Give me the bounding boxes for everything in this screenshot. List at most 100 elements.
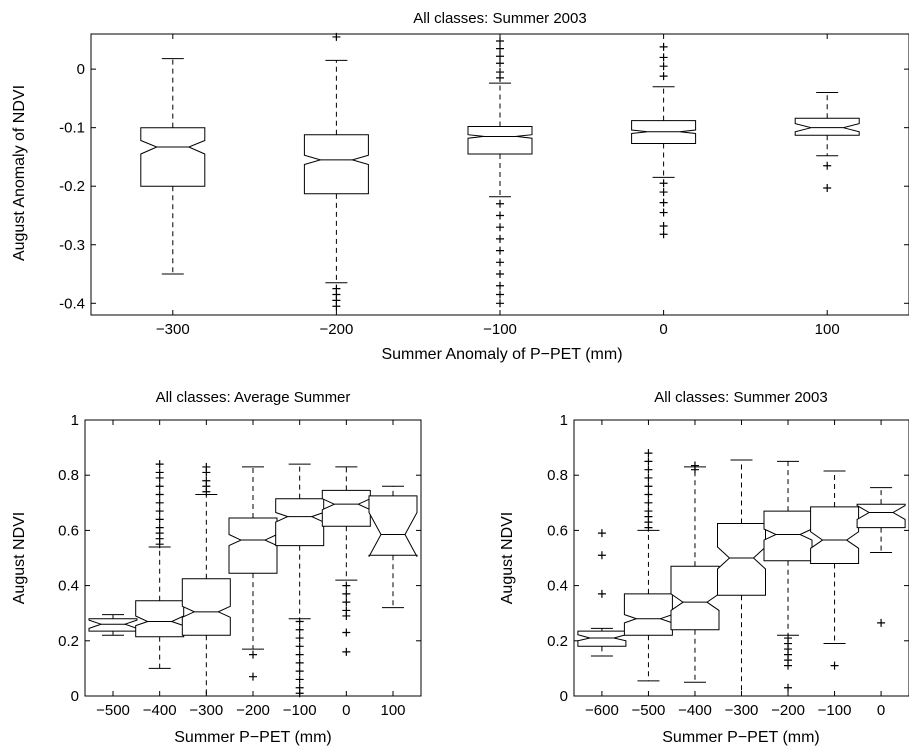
x-tick-label: 0 [659,321,667,338]
x-tick-label: −200 [236,702,270,719]
outlier-marker [823,161,832,170]
notched-box [181,578,231,636]
outlier-marker [496,223,504,232]
outlier-marker [155,507,164,516]
outlier-marker [644,482,653,491]
outlier-marker [155,498,164,507]
outlier-marker [644,457,653,466]
box--600 [577,529,627,657]
outlier-marker [644,473,653,482]
notched-box [763,510,813,562]
outlier-marker [659,188,668,197]
notched-box [228,517,278,574]
notched-box [717,523,766,596]
outlier-marker [597,551,606,560]
outlier-marker [496,211,504,220]
outlier-marker [342,598,351,607]
outlier-marker [295,617,304,626]
outlier-marker [496,52,504,61]
outlier-marker [295,634,304,643]
box-0 [856,487,906,627]
outlier-marker [690,461,699,470]
box-100 [794,92,860,192]
outlier-marker [597,529,606,538]
outlier-marker [644,449,653,458]
outlier-marker [295,650,304,659]
plot-area: −500 −400 −300 −200 −100 0 100 0 0.2 0.4 0.6 0.8 1 [58,412,422,719]
outlier-marker [155,523,164,532]
x-tick-label: −100 [483,321,517,338]
notched-box [303,134,369,195]
outlier-marker [295,689,304,698]
outlier-marker [342,647,351,656]
x-tick-label: −500 [632,702,666,719]
notched-box [140,127,206,187]
outlier-marker [155,460,164,469]
outlier-marker [784,661,793,670]
outlier-marker [496,270,504,279]
outlier-marker [496,258,504,267]
outlier-marker [295,667,304,676]
y-tick-label: 1 [560,412,568,429]
outlier-marker [342,611,351,620]
x-tick-label: −500 [96,702,130,719]
y-tick-label: 0.6 [58,522,79,539]
y-tick-label: -0.2 [59,178,85,195]
x-tick-label: −300 [156,321,190,338]
outlier-marker [342,589,351,598]
outlier-marker [295,658,304,667]
plot-area: −300 −200 −100 0 100 -0.4 -0.3 -0.2 -0.1 0 [59,32,909,338]
box--500 [88,614,138,636]
x-tick-label: −200 [320,321,354,338]
outlier-marker [332,32,341,41]
outlier-marker [644,465,653,474]
box--100 [810,470,860,670]
outlier-marker [295,675,304,684]
notched-box [368,495,418,557]
y-tick-label: 0 [560,688,568,705]
box--100 [275,463,325,698]
y-tick-label: 0.2 [547,633,568,650]
outlier-marker [155,468,164,477]
box--200 [228,466,278,681]
panel-title: All classes: Average Summer [156,389,351,406]
outlier-marker [823,183,832,192]
outlier-marker [249,650,257,659]
box-100 [368,485,418,609]
notched-box [623,593,673,636]
outlier-marker [496,281,504,290]
y-tick-label: -0.4 [59,295,85,312]
x-tick-label: 100 [380,702,405,719]
y-tick-label: -0.3 [59,237,85,254]
outlier-marker [496,299,504,308]
notched-box [135,600,185,638]
y-tick-label: 0.2 [58,633,79,650]
notched-box [794,117,860,136]
panel-title: All classes: Summer 2003 [654,389,827,406]
bottom-left-boxplot-panel: All classes: Average Summer Summer P−PET… [11,389,422,746]
outlier-marker [659,198,668,207]
box--300 [181,462,231,697]
notched-box [467,126,533,155]
y-axis-label: August NDVI [11,512,28,604]
outlier-marker [659,42,668,51]
y-axis-label: August NDVI [499,512,516,604]
x-tick-label: 0 [877,702,885,719]
outlier-marker [496,73,504,82]
notched-box [856,503,906,529]
x-tick-label: 0 [342,702,350,719]
box--100 [467,37,533,308]
x-tick-label: −100 [283,702,317,719]
y-tick-label: 0.4 [58,578,79,595]
outlier-marker [155,482,164,491]
outlier-marker [155,490,164,499]
outlier-marker [496,234,504,243]
y-tick-label: -0.1 [59,120,85,137]
outlier-marker [496,37,504,46]
outlier-marker [342,581,351,590]
notched-box [810,506,860,564]
outlier-marker [659,72,668,81]
box--200 [303,32,369,311]
x-tick-label: −100 [818,702,852,719]
outlier-marker [659,179,668,188]
